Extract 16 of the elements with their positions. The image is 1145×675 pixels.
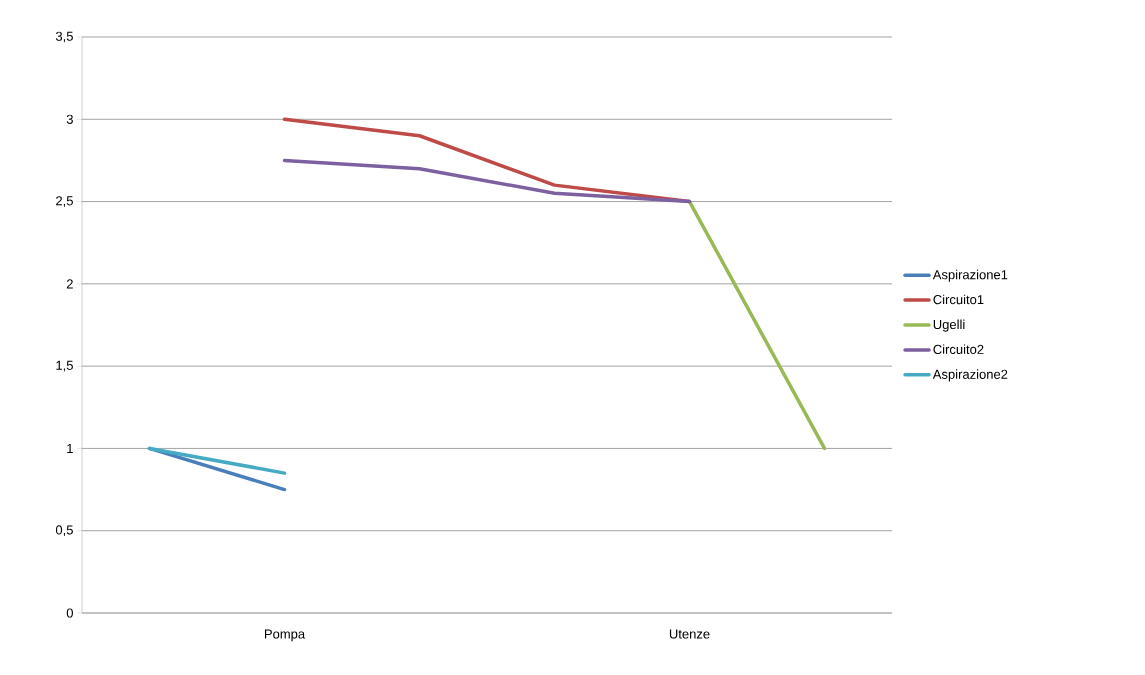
legend-label: Circuito1	[933, 294, 984, 305]
line-series	[282, 158, 692, 204]
legend-label: Circuito2	[933, 344, 984, 354]
y-tick-label: 2,5	[56, 196, 73, 207]
y-tick-label: 0	[66, 608, 73, 618]
y-tick-label: 1,5	[56, 360, 73, 372]
y-tick-label: 3,5	[55, 31, 73, 43]
y-tick-label: 3	[66, 114, 73, 124]
y-tick-label: 2	[66, 279, 73, 289]
x-tick-label: Pompa	[264, 629, 306, 642]
x-tick-label: Utenze	[669, 629, 710, 639]
y-tick-label: 0,5	[55, 525, 73, 537]
y-tick-label: 1	[67, 443, 73, 453]
legend-label: Aspirazione2	[932, 369, 1008, 382]
legend-label: Aspirazione1	[932, 269, 1008, 282]
legend-label: Ugelli	[933, 319, 965, 332]
